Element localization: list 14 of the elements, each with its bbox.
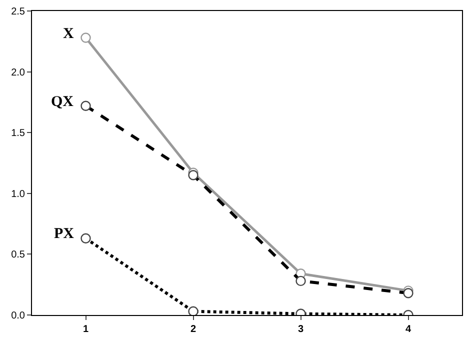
y-tick-label: 1.0 (11, 188, 26, 200)
x-tick-label: 3 (298, 324, 304, 335)
y-tick-label: 2.0 (11, 67, 26, 78)
series-label: QX (51, 94, 74, 110)
y-tick-label: 0.5 (11, 250, 26, 261)
point (80, 32, 91, 43)
y-tick-label: 0.0 (11, 310, 26, 322)
x-tick-label: 1 (82, 324, 89, 335)
y-tick-label: 2.5 (11, 6, 26, 18)
y-tick-label: 1.5 (11, 128, 26, 140)
x-tick-label: 4 (405, 324, 412, 335)
x-tick-label: 2 (190, 324, 196, 335)
series-label: X (63, 26, 74, 42)
series-label: PX (54, 226, 74, 242)
